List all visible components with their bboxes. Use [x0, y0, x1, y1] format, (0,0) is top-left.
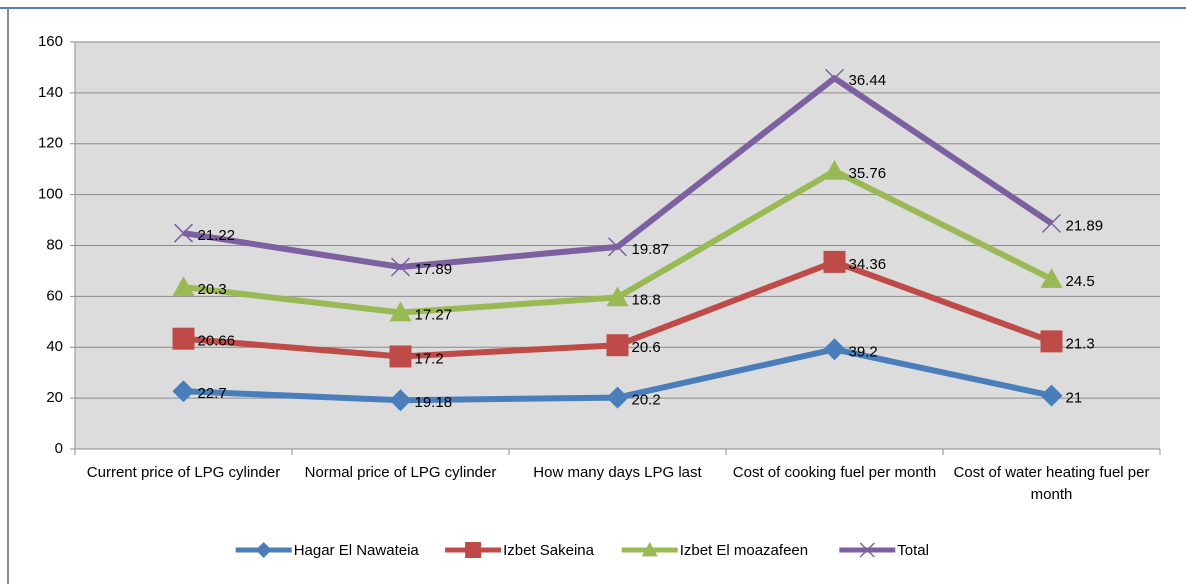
data-label: 20.6: [632, 339, 661, 356]
marker: [389, 389, 412, 412]
y-tick-label: 60: [46, 287, 63, 304]
data-label: 17.27: [415, 306, 453, 323]
marker: [606, 334, 629, 357]
y-tick-label: 120: [38, 135, 63, 152]
legend-label: Total: [897, 542, 929, 559]
marker: [823, 250, 846, 273]
y-tick-label: 160: [38, 33, 63, 50]
marker: [641, 542, 658, 557]
marker: [173, 223, 194, 243]
marker: [389, 345, 412, 368]
marker: [1040, 384, 1063, 407]
y-tick-label: 20: [46, 389, 63, 406]
data-label: 18.8: [632, 291, 661, 308]
marker: [172, 276, 195, 296]
data-label: 21: [1066, 390, 1083, 407]
data-label: 21.22: [198, 227, 236, 244]
marker: [389, 301, 412, 322]
data-label: 20.3: [198, 281, 227, 298]
y-tick-label: 40: [46, 338, 63, 355]
x-tick-label: Cost of cooking fuel per month: [732, 464, 937, 481]
data-label: 21.89: [1066, 217, 1104, 234]
marker: [1041, 213, 1062, 233]
marker: [255, 542, 272, 558]
x-tick-label: Normal price of LPG cylinder: [304, 464, 497, 481]
x-tick-label: How many days LPG last: [533, 464, 702, 481]
marker: [172, 380, 195, 403]
marker: [390, 257, 411, 277]
data-label: 20.66: [198, 333, 236, 350]
x-tick-label: Cost of water heating fuel per month: [953, 464, 1150, 503]
x-tick-label: Current price of LPG cylinder: [86, 464, 281, 481]
y-tick-label: 80: [46, 236, 63, 253]
marker: [823, 338, 846, 361]
marker: [824, 68, 845, 88]
data-label: 17.2: [415, 350, 444, 367]
data-label: 22.7: [198, 385, 227, 402]
data-label: 24.5: [1066, 273, 1095, 290]
marker: [1040, 268, 1063, 288]
data-label: 19.87: [632, 241, 670, 258]
data-label: 36.44: [849, 72, 887, 89]
y-tick-label: 100: [38, 186, 63, 203]
legend-label: Hagar El Nawateia: [294, 542, 420, 559]
legend-label: Izbet El moazafeen: [680, 542, 808, 559]
y-tick-label: 0: [55, 440, 63, 457]
data-label: 39.2: [849, 343, 878, 360]
marker: [172, 327, 195, 350]
data-label: 19.18: [415, 394, 453, 411]
data-label: 34.36: [849, 256, 887, 273]
data-label: 17.89: [415, 261, 453, 278]
data-label: 20.2: [632, 392, 661, 409]
marker: [823, 159, 846, 180]
legend-label: Izbet Sakeina: [503, 542, 595, 559]
marker: [606, 386, 629, 409]
marker: [607, 237, 628, 257]
marker: [606, 286, 629, 307]
marker: [465, 542, 482, 558]
data-label: 21.3: [1066, 335, 1095, 352]
y-tick-label: 140: [38, 84, 63, 101]
marker: [859, 542, 875, 558]
data-label: 35.76: [849, 165, 887, 182]
marker: [1040, 330, 1063, 353]
